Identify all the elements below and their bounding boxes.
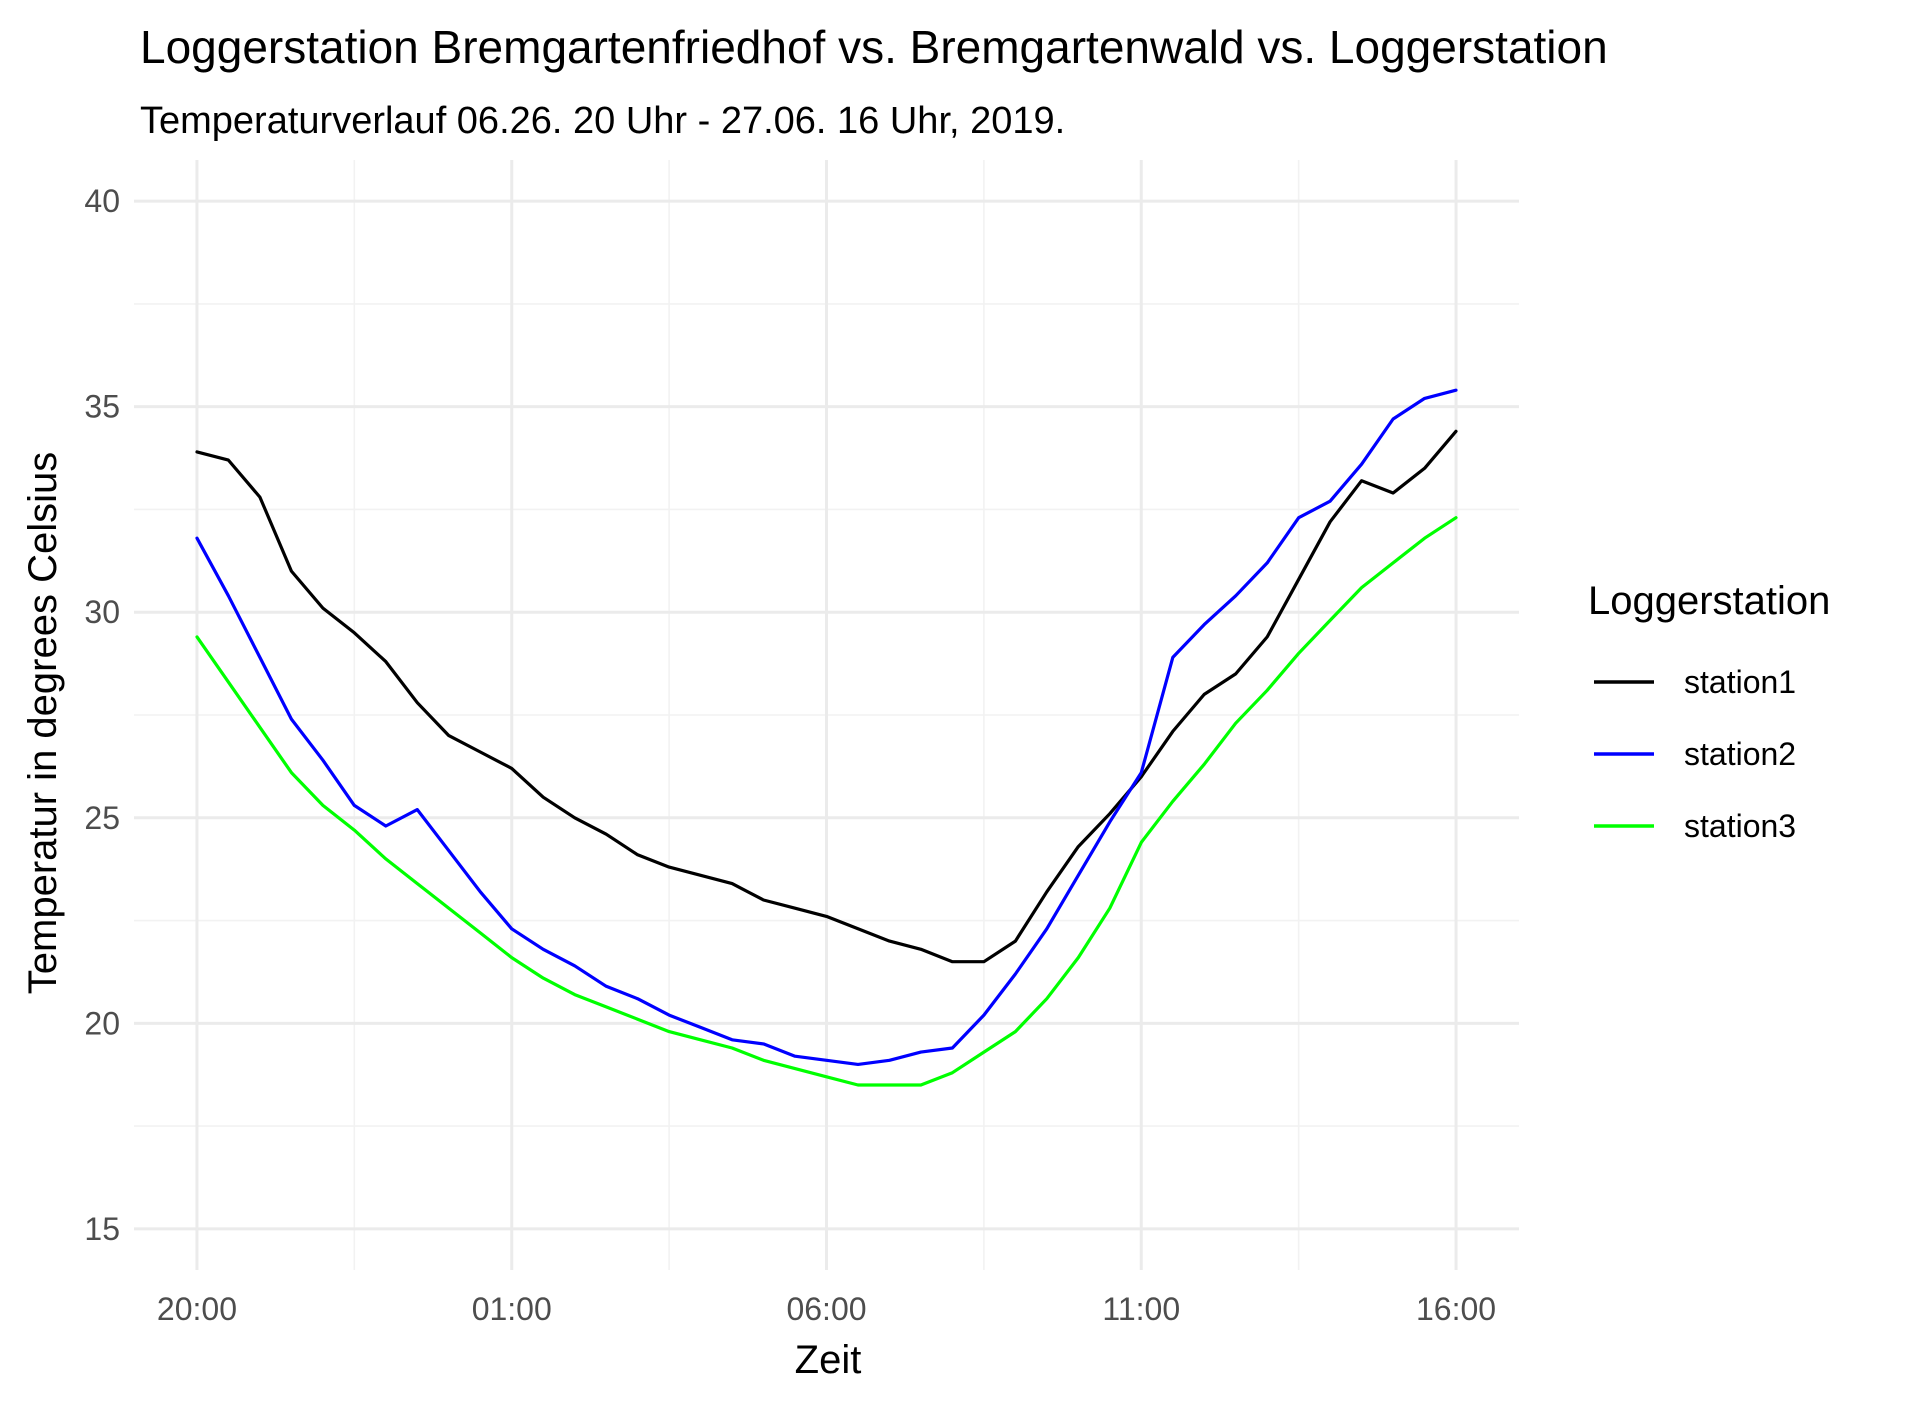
series-group [195,388,1458,1087]
x-tick-label: 01:00 [472,1291,552,1327]
x-tick-label: 20:00 [157,1291,237,1327]
y-tick-label: 25 [84,800,120,836]
y-tick-label: 35 [84,389,120,425]
x-axis-ticks: 20:00 01:00 06:00 11:00 16:00 [157,1291,1496,1327]
legend-label-station2: station2 [1684,736,1796,772]
y-tick-label: 20 [84,1005,120,1041]
legend-label-station3: station3 [1684,808,1796,844]
series-line-station1 [195,429,1458,964]
legend: Loggerstation station1 station2 station3 [1588,579,1830,844]
x-tick-label: 11:00 [1102,1291,1180,1327]
y-tick-label: 30 [84,594,120,630]
x-tick-label: 16:00 [1416,1291,1496,1327]
plot-area [134,160,1519,1270]
y-axis-title: Temperatur in degrees Celsius [21,452,65,994]
grid [134,160,1519,1270]
series-line-station2 [195,388,1458,1067]
legend-label-station1: station1 [1684,664,1796,700]
y-axis-ticks: 15 20 25 30 35 40 [84,183,120,1247]
x-tick-label: 06:00 [786,1291,866,1327]
series-line-station3 [195,516,1458,1087]
legend-title: Loggerstation [1588,579,1830,623]
x-axis-title: Zeit [795,1338,862,1382]
chart-subtitle: Temperaturverlauf 06.26. 20 Uhr - 27.06.… [140,100,1065,142]
y-tick-label: 40 [84,183,120,219]
legend-items: station1 station2 station3 [1594,664,1796,844]
y-tick-label: 15 [84,1211,120,1247]
chart-title: Loggerstation Bremgartenfriedhof vs. Bre… [140,21,1608,73]
